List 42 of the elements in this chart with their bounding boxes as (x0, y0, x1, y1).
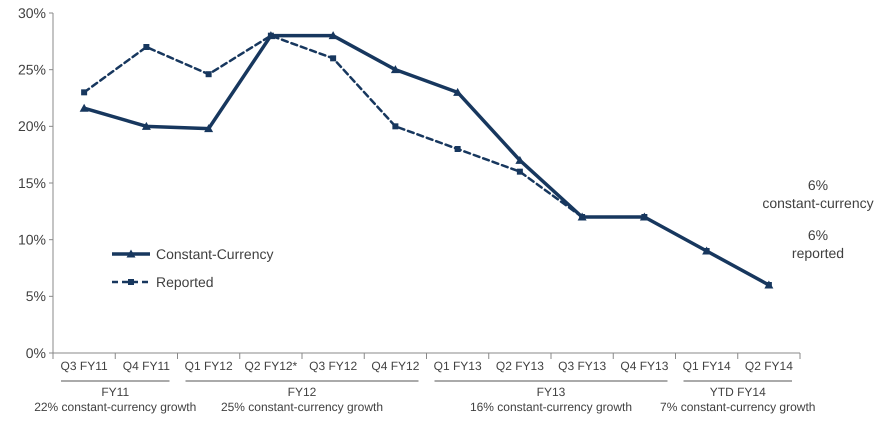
x-tick-label: Q2 FY13 (496, 359, 544, 373)
text: 16% constant-currency growth (470, 400, 632, 414)
x-tick-label: Q3 FY12 (309, 359, 358, 373)
y-tick-label: 20% (18, 118, 46, 134)
x-tick-label: Q4 FY11 (122, 359, 170, 373)
text: YTD FY14 (710, 385, 766, 399)
point (143, 44, 150, 50)
point (454, 146, 461, 152)
text: 7% constant-currency growth (660, 400, 816, 414)
x-tick-label: Q4 FY13 (620, 359, 669, 373)
text: FY13 (536, 385, 566, 399)
x-tick-label: Q3 FY13 (558, 359, 606, 373)
x-tick-label: Q1 FY13 (434, 359, 482, 373)
text: FY11 (101, 385, 130, 399)
y-tick-label: 5% (26, 288, 46, 304)
text: FY12 (288, 385, 317, 399)
point (330, 55, 336, 62)
y-tick-label: 10% (18, 232, 46, 248)
legend-label: Constant-Currency (156, 246, 274, 262)
point (390, 65, 400, 74)
x-tick-label: Q1 FY14 (682, 359, 731, 373)
y-tick-label: 0% (26, 344, 46, 361)
point (81, 89, 88, 96)
annotation: 6% reported (792, 227, 844, 261)
point (206, 71, 212, 78)
legend-label: Reported (156, 274, 214, 290)
point (392, 123, 398, 130)
point (142, 122, 151, 130)
y-tick-label: 15% (18, 174, 46, 191)
y-tick-label: 25% (18, 62, 46, 78)
annotation: 6% constant-currency (762, 177, 874, 211)
text: 25% constant-currency growth (220, 400, 384, 414)
point (204, 124, 214, 132)
x-tick-label: Q2 FY14 (744, 359, 794, 373)
x-tick-label: Q2 FY12* (244, 359, 298, 373)
point (516, 168, 523, 175)
x-tick-label: Q3 FY11 (60, 359, 108, 373)
x-tick-label: Q1 FY12 (184, 359, 233, 373)
text: 22% constant-currency growth (34, 400, 196, 414)
y-tick-label: 30% (18, 4, 46, 21)
x-tick-label: Q4 FY12 (371, 359, 420, 373)
point (80, 104, 89, 112)
